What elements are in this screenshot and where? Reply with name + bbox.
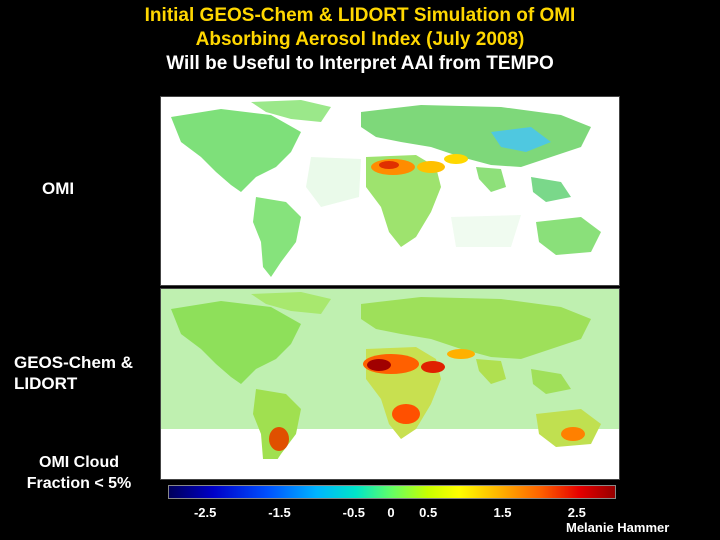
omi-panel-label: OMI [42, 179, 75, 198]
omi-north-america [171, 109, 301, 192]
colorbar-tick-label: 0.5 [419, 505, 438, 520]
title-line-2: Absorbing Aerosol Index (July 2008) [195, 29, 525, 50]
omi-australia [536, 217, 601, 255]
aai-colorbar [168, 485, 616, 499]
slide-title: Initial GEOS-Chem & LIDORT Simulation of… [0, 4, 720, 76]
geos-north-america [171, 301, 301, 384]
omi-africa [366, 155, 441, 247]
colorbar-tick-label: -1.5 [268, 505, 291, 520]
title-line-3: Will be Useful to Interpret AAI from TEM… [166, 53, 554, 74]
colorbar-tick-label: -0.5 [342, 505, 366, 520]
cloud-label-line-1: OMI Cloud [39, 454, 119, 471]
colorbar-tick-label: 1.5 [493, 505, 512, 520]
geos-map-graphic [161, 289, 619, 479]
colorbar-tick-label: -2.5 [193, 505, 217, 520]
omi-greenland [251, 100, 331, 122]
geos-eurasia [361, 297, 591, 359]
omi-aai-map [160, 96, 620, 286]
colorbar-tick-label: 0 [387, 505, 395, 520]
geos-label-line-2: LIDORT [14, 374, 78, 393]
geos-central-africa-fire [392, 404, 420, 424]
colorbar-tick-label: 2.5 [567, 505, 586, 520]
cloud-label-line-2: Fraction < 5% [26, 475, 132, 492]
geos-chem-lidort-map [160, 288, 620, 480]
geos-panel-label: GEOS-Chem & LIDORT [14, 352, 133, 394]
omi-south-america [253, 197, 301, 277]
title-line-1: Initial GEOS-Chem & LIDORT Simulation of… [144, 5, 576, 26]
cloud-fraction-label: OMI Cloud Fraction < 5% [14, 452, 144, 494]
author-credit: Melanie Hammer [566, 520, 670, 535]
omi-map-graphic [171, 100, 601, 277]
geos-label-line-1: GEOS-Chem & [14, 353, 134, 372]
geos-south-america-fire [269, 427, 289, 451]
omi-east-asia-low [491, 127, 551, 152]
omi-eurasia [361, 105, 591, 167]
